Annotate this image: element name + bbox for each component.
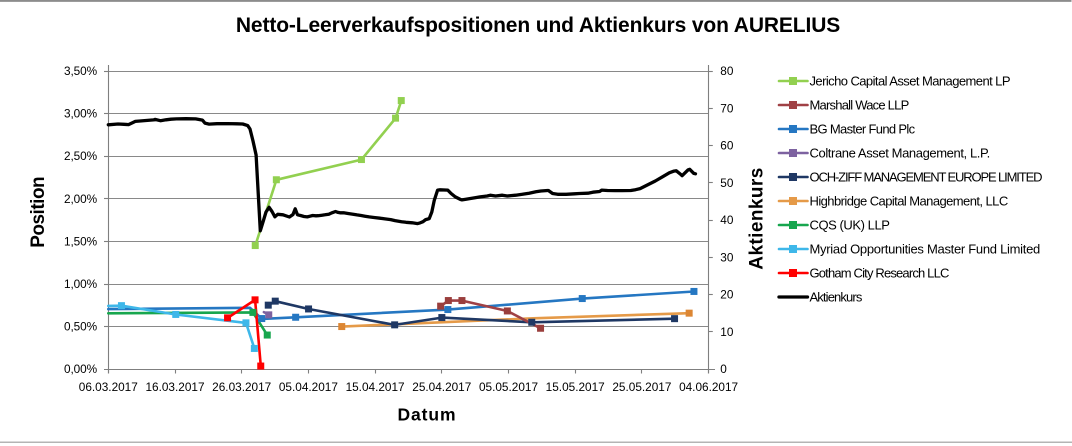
svg-text:1,00%: 1,00% (64, 277, 98, 291)
svg-text:3,50%: 3,50% (64, 64, 98, 78)
svg-text:Coltrane Asset Management, L.P: Coltrane Asset Management, L.P. (810, 145, 990, 160)
svg-text:2,00%: 2,00% (64, 192, 98, 206)
svg-text:Highbridge Capital Management,: Highbridge Capital Management, LLC (810, 193, 1008, 208)
svg-text:40: 40 (720, 213, 734, 227)
svg-text:1,50%: 1,50% (64, 234, 98, 248)
svg-text:0,00%: 0,00% (64, 362, 98, 376)
svg-text:15.04.2017: 15.04.2017 (346, 380, 405, 394)
svg-text:3,00%: 3,00% (64, 107, 98, 121)
svg-text:60: 60 (720, 139, 734, 153)
svg-text:0: 0 (720, 362, 727, 376)
svg-text:80: 80 (720, 64, 734, 78)
svg-text:CQS (UK) LLP: CQS (UK) LLP (810, 217, 890, 232)
svg-text:OCH-ZIFF MANAGEMENT EUROPE LIM: OCH-ZIFF MANAGEMENT EUROPE LIMITED (810, 169, 1043, 184)
svg-text:Gotham City Research LLC: Gotham City Research LLC (810, 265, 949, 280)
svg-text:50: 50 (720, 176, 734, 190)
svg-text:20: 20 (720, 288, 734, 302)
svg-text:Netto-Leerverkaufspositionen u: Netto-Leerverkaufspositionen und Aktienk… (236, 14, 840, 37)
svg-text:Aktienkurs: Aktienkurs (810, 289, 863, 304)
svg-text:30: 30 (720, 250, 734, 264)
svg-text:Marshall Wace LLP: Marshall Wace LLP (810, 97, 909, 112)
svg-text:70: 70 (720, 101, 734, 115)
svg-text:Datum: Datum (398, 405, 457, 425)
svg-text:0,50%: 0,50% (64, 320, 98, 334)
svg-text:16.03.2017: 16.03.2017 (145, 380, 204, 394)
svg-text:05.05.2017: 05.05.2017 (479, 380, 538, 394)
svg-text:15.05.2017: 15.05.2017 (546, 380, 605, 394)
svg-text:2,50%: 2,50% (64, 149, 98, 163)
svg-text:Jericho Capital Asset Manageme: Jericho Capital Asset Management LP (810, 73, 1010, 88)
svg-text:25.04.2017: 25.04.2017 (412, 380, 471, 394)
svg-text:04.06.2017: 04.06.2017 (679, 380, 738, 394)
svg-text:10: 10 (720, 325, 734, 339)
svg-text:25.05.2017: 25.05.2017 (612, 380, 671, 394)
svg-text:Position: Position (28, 177, 49, 248)
svg-text:BG Master Fund Plc: BG Master Fund Plc (810, 121, 916, 136)
svg-text:Myriad Opportunities Master Fu: Myriad Opportunities Master Fund Limited (810, 241, 1041, 256)
svg-text:Aktienkurs: Aktienkurs (747, 167, 768, 269)
svg-text:06.03.2017: 06.03.2017 (79, 380, 138, 394)
svg-text:26.03.2017: 26.03.2017 (212, 380, 271, 394)
svg-text:05.04.2017: 05.04.2017 (279, 380, 338, 394)
